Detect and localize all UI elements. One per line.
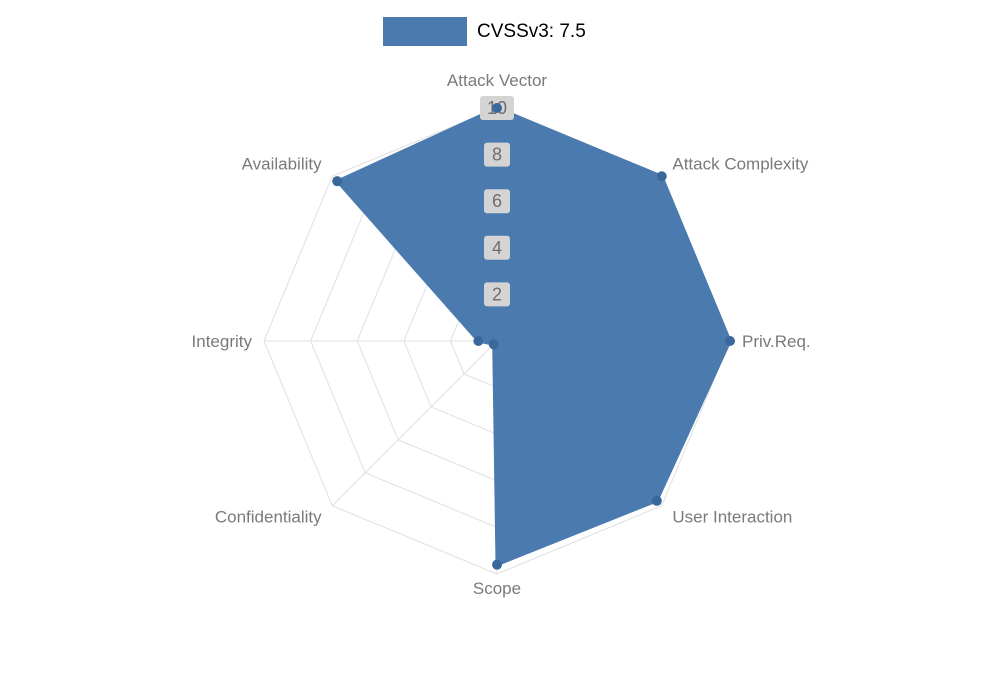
axis-label-attack-complexity: Attack Complexity [672,155,809,174]
data-point-attack-vector [492,103,502,113]
tick-backdrop [484,189,510,214]
tick-backdrop [484,235,510,260]
radar-data-polygon [335,106,732,567]
tick-backdrop [484,282,510,307]
chart-legend-item[interactable]: CVSSv3: 7.5 [383,17,586,46]
axis-label-integrity: Integrity [192,332,253,351]
data-point-scope [492,559,502,570]
axis-label-user-interaction: User Interaction [672,507,792,526]
tick-label-2: 2 [492,284,502,304]
tick-label-8: 8 [492,145,502,165]
axis-label-priv-req: Priv.Req. [742,332,811,351]
data-point-user-interaction [651,495,662,506]
axis-label-confidentiality: Confidentiality [215,507,322,526]
data-point-confidentiality [488,339,499,350]
data-point-attack-complexity [656,171,667,182]
legend-label: CVSSv3: 7.5 [477,21,586,42]
tick-label-4: 4 [492,238,502,258]
data-point-priv-req [725,336,735,346]
legend-swatch [383,17,467,46]
data-point-availability [332,176,343,187]
axis-label-scope: Scope [473,579,521,598]
axis-label-availability: Availability [242,155,323,174]
axis-label-attack-vector: Attack Vector [447,71,547,90]
data-point-integrity [473,336,484,346]
tick-label-6: 6 [492,191,502,211]
tick-backdrop [484,142,510,167]
radar-spoke [331,340,498,507]
